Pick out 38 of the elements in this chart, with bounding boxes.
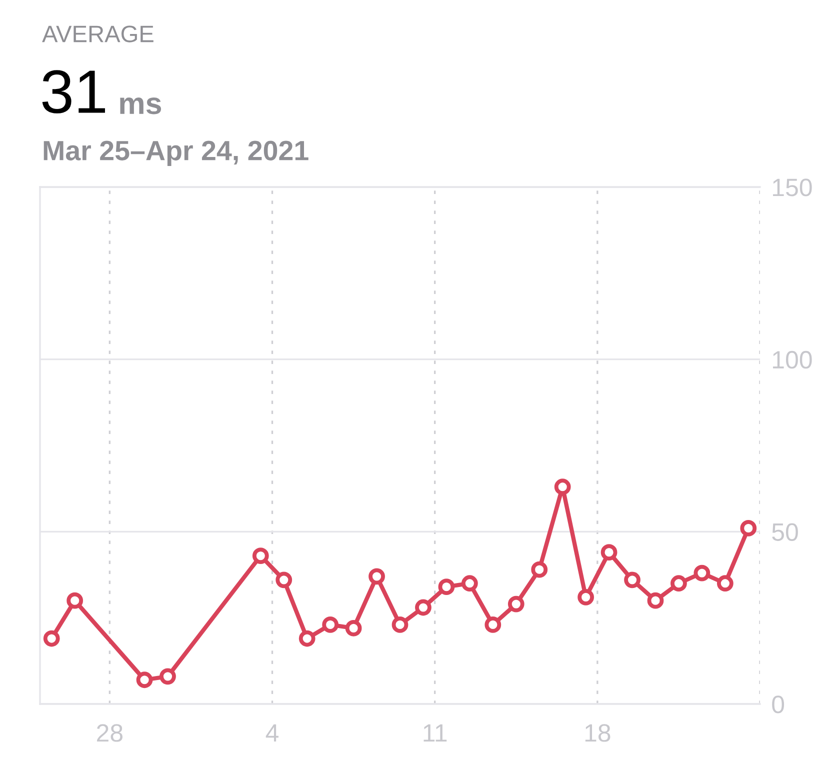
point <box>368 568 385 585</box>
x-tick-label: 11 <box>424 724 447 742</box>
y-tick-label: 150 <box>773 178 812 196</box>
y-tick-label: 100 <box>773 350 812 369</box>
y-tick-label: 50 <box>772 523 798 541</box>
point <box>276 572 292 588</box>
point <box>252 548 269 564</box>
text: ms <box>120 97 162 114</box>
point <box>600 544 618 561</box>
point <box>392 616 408 633</box>
point <box>415 599 432 616</box>
point <box>670 575 687 592</box>
point <box>578 588 594 606</box>
point <box>160 668 176 685</box>
point <box>345 620 362 636</box>
point <box>484 616 502 633</box>
point <box>322 616 339 633</box>
chart-title: AVERAGE <box>42 26 154 42</box>
point <box>554 478 571 496</box>
x-tick-label: 28 <box>97 724 122 742</box>
chart-subtitle: Mar 25–Apr 24, 2021 <box>44 140 308 166</box>
point <box>694 564 710 582</box>
point <box>298 630 316 647</box>
point <box>624 572 640 588</box>
x-tick-label: 18 <box>585 724 610 742</box>
point <box>461 575 478 592</box>
point <box>43 630 60 647</box>
x-tick-label: 4 <box>266 724 278 742</box>
point <box>66 592 84 609</box>
point <box>438 578 455 596</box>
point <box>740 520 757 536</box>
text: 31 <box>42 70 105 114</box>
point <box>136 672 153 688</box>
point <box>531 561 548 578</box>
point <box>716 575 734 592</box>
point <box>647 592 664 609</box>
point <box>508 596 524 612</box>
y-tick-label: 0 <box>772 696 784 714</box>
